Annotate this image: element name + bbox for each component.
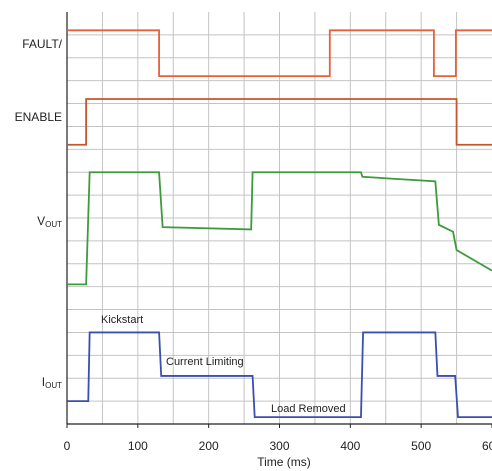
signal-name: V [37,214,45,228]
x-tick-label: 300 [269,439,289,453]
trace [67,98,492,146]
x-tick-label: 100 [128,439,148,453]
x-tick-label: 400 [340,439,360,453]
signal-label: VOUT [37,214,62,229]
signal-subscript: OUT [45,381,62,390]
x-tick-label: 600 [482,439,492,453]
signal-label: FAULT/ [22,37,62,51]
signal-subscript: OUT [45,220,62,229]
signal-label: IOUT [42,375,62,390]
annotation: Current Limiting [166,356,244,368]
annotation: Kickstart [101,314,143,326]
x-tick-label: 500 [411,439,431,453]
trace [67,29,492,77]
signal-label: ENABLE [15,110,62,124]
signal-name: I [42,375,45,389]
x-tick-label: 0 [64,439,71,453]
trace [67,171,492,286]
signal-name: FAULT/ [22,37,62,51]
annotation: Load Removed [271,403,346,415]
x-tick-label: 200 [199,439,219,453]
trace [67,331,492,419]
signal-name: ENABLE [15,110,62,124]
x-axis-label: Time (ms) [257,455,311,469]
